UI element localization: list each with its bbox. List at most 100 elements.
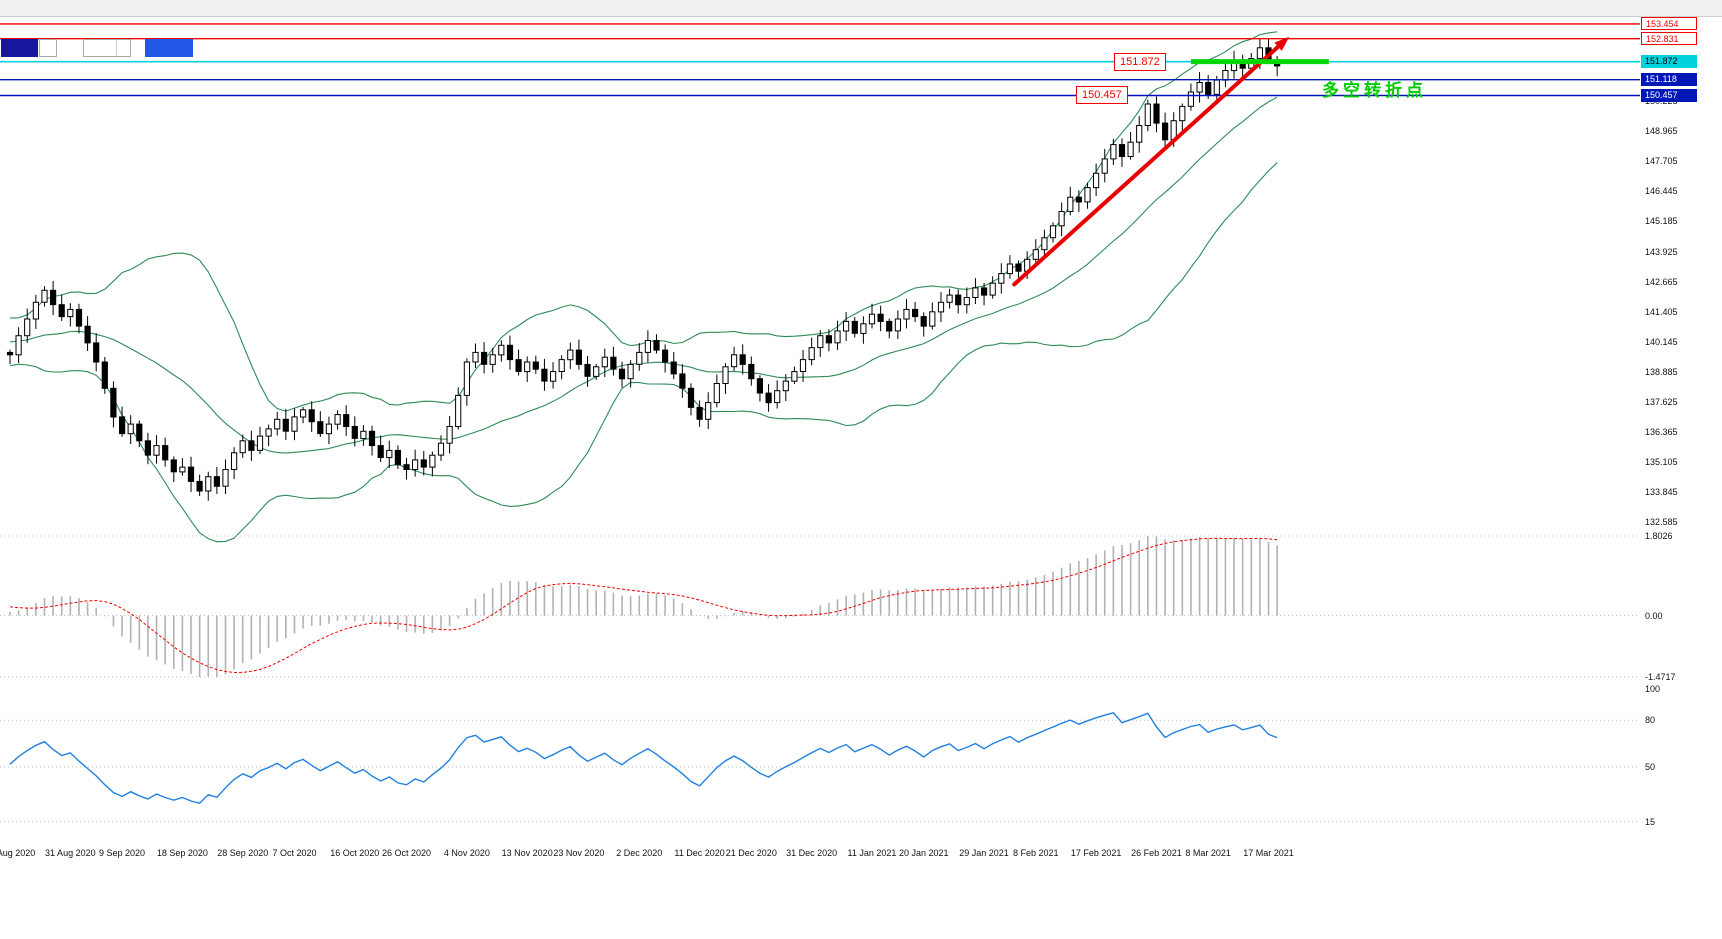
date-axis-label: 26 Feb 2021 [1131, 848, 1182, 858]
buy-button[interactable] [145, 39, 193, 57]
candle-body [705, 402, 712, 420]
candle-body [93, 342, 100, 363]
candle-body [222, 469, 229, 487]
candle-body [325, 423, 332, 435]
buy-price-display[interactable] [98, 60, 193, 100]
candle-body [187, 466, 195, 482]
candle-body [1222, 70, 1229, 81]
candle-body [282, 418, 289, 432]
candle-body [1006, 263, 1013, 275]
candle-body [1110, 144, 1117, 160]
candle-body [989, 282, 996, 296]
date-axis-label: 7 Oct 2020 [272, 848, 317, 858]
candle-body [1067, 196, 1074, 212]
trade-prices-row [1, 60, 193, 100]
candle-body [334, 414, 341, 425]
candle-body [1127, 141, 1134, 157]
support-line-2-price-box: 150.457 [1641, 88, 1697, 102]
resistance-line-lower-price-box: 152.831 [1641, 32, 1697, 46]
date-axis-label: 20 Jan 2021 [898, 848, 949, 858]
candle-body [110, 387, 117, 418]
candle-body [455, 394, 462, 427]
sell-price-display[interactable] [1, 60, 96, 100]
candle-body [256, 435, 264, 451]
candle-body [101, 361, 108, 389]
date-axis-label: 17 Mar 2021 [1243, 848, 1294, 858]
price-axis-label: 132.585 [1645, 517, 1678, 528]
candle-body [782, 380, 789, 392]
trade-settings-caret-icon[interactable] [39, 39, 57, 57]
price-axis-label: 143.925 [1645, 246, 1678, 257]
date-axis-label: 8 Mar 2021 [1185, 848, 1231, 858]
candle-body [1205, 82, 1212, 95]
candle-body [274, 418, 281, 430]
candle-body [50, 289, 57, 306]
macd-axis-label: 0.00 [1645, 610, 1663, 621]
candle-body [489, 354, 496, 365]
candle-body [463, 361, 470, 396]
candle-body [1058, 211, 1065, 227]
candle-body [343, 414, 350, 428]
macd-histogram [9, 536, 1278, 677]
volume-spinner[interactable] [116, 40, 129, 56]
candle-body [429, 454, 436, 468]
candle-body [481, 351, 488, 365]
candle-body [1196, 82, 1203, 93]
candle-body [748, 363, 755, 380]
candle-body [765, 392, 772, 404]
candle-body [308, 409, 315, 423]
trade-controls-row [1, 39, 193, 57]
candle-body [170, 459, 177, 473]
price-tag-150457[interactable]: 150.457 [1076, 86, 1128, 105]
candle-body [67, 308, 74, 318]
rsi-line [9, 712, 1278, 804]
candle-body [377, 445, 384, 459]
trend-arrow-head [1274, 36, 1290, 51]
candle-body [963, 297, 970, 306]
price-axis-label: 142.665 [1645, 276, 1678, 287]
bollinger-middle-band[interactable] [9, 96, 1278, 454]
candle-body [1187, 91, 1195, 107]
candle-body [817, 335, 824, 349]
date-axis-label: 18 Sep 2020 [156, 848, 208, 858]
candle-body [636, 351, 643, 365]
bollinger-lower-band[interactable] [9, 162, 1278, 543]
date-axis-label: 2 Dec 2020 [616, 848, 663, 858]
candle-body [541, 368, 548, 382]
candle-body [679, 373, 686, 389]
one-click-trading-panel [1, 39, 193, 100]
date-axis-label: 31 Dec 2020 [786, 848, 838, 858]
candle-body [179, 466, 186, 473]
candle-body [1084, 187, 1091, 203]
candle-body [291, 416, 298, 432]
candle-body [843, 320, 850, 332]
price-axis-label: 137.625 [1645, 397, 1678, 407]
candle-body [912, 308, 919, 318]
price-axis-label: 135.105 [1645, 457, 1678, 468]
date-axis-label: 26 Oct 2020 [381, 848, 432, 858]
candle-body [386, 449, 393, 459]
trend-arrow-line[interactable] [1012, 39, 1287, 287]
candle-body [24, 318, 31, 337]
candle-body [584, 363, 591, 377]
sell-button[interactable] [1, 39, 38, 57]
candle-body [515, 359, 522, 373]
annotation-text[interactable]: 多空转折点 [1322, 81, 1427, 100]
candle-body [1101, 158, 1108, 174]
candle-body [687, 387, 695, 408]
date-axis-label: 16 Oct 2020 [330, 848, 380, 858]
volume-input[interactable] [84, 40, 116, 56]
price-tag-151872[interactable]: 151.872 [1114, 52, 1166, 71]
bollinger-upper-band[interactable] [9, 31, 1278, 412]
date-axis-label: 8 Feb 2021 [1012, 848, 1059, 858]
candle-body [403, 464, 410, 471]
date-axis-label: 21 Aug 2020 [0, 848, 36, 858]
toolbar [0, 0, 1722, 17]
candle-body [1162, 122, 1169, 141]
date-axis-label: 4 Nov 2020 [443, 848, 490, 858]
candle-body [472, 351, 479, 363]
price-axis-label: 148.965 [1645, 126, 1678, 137]
